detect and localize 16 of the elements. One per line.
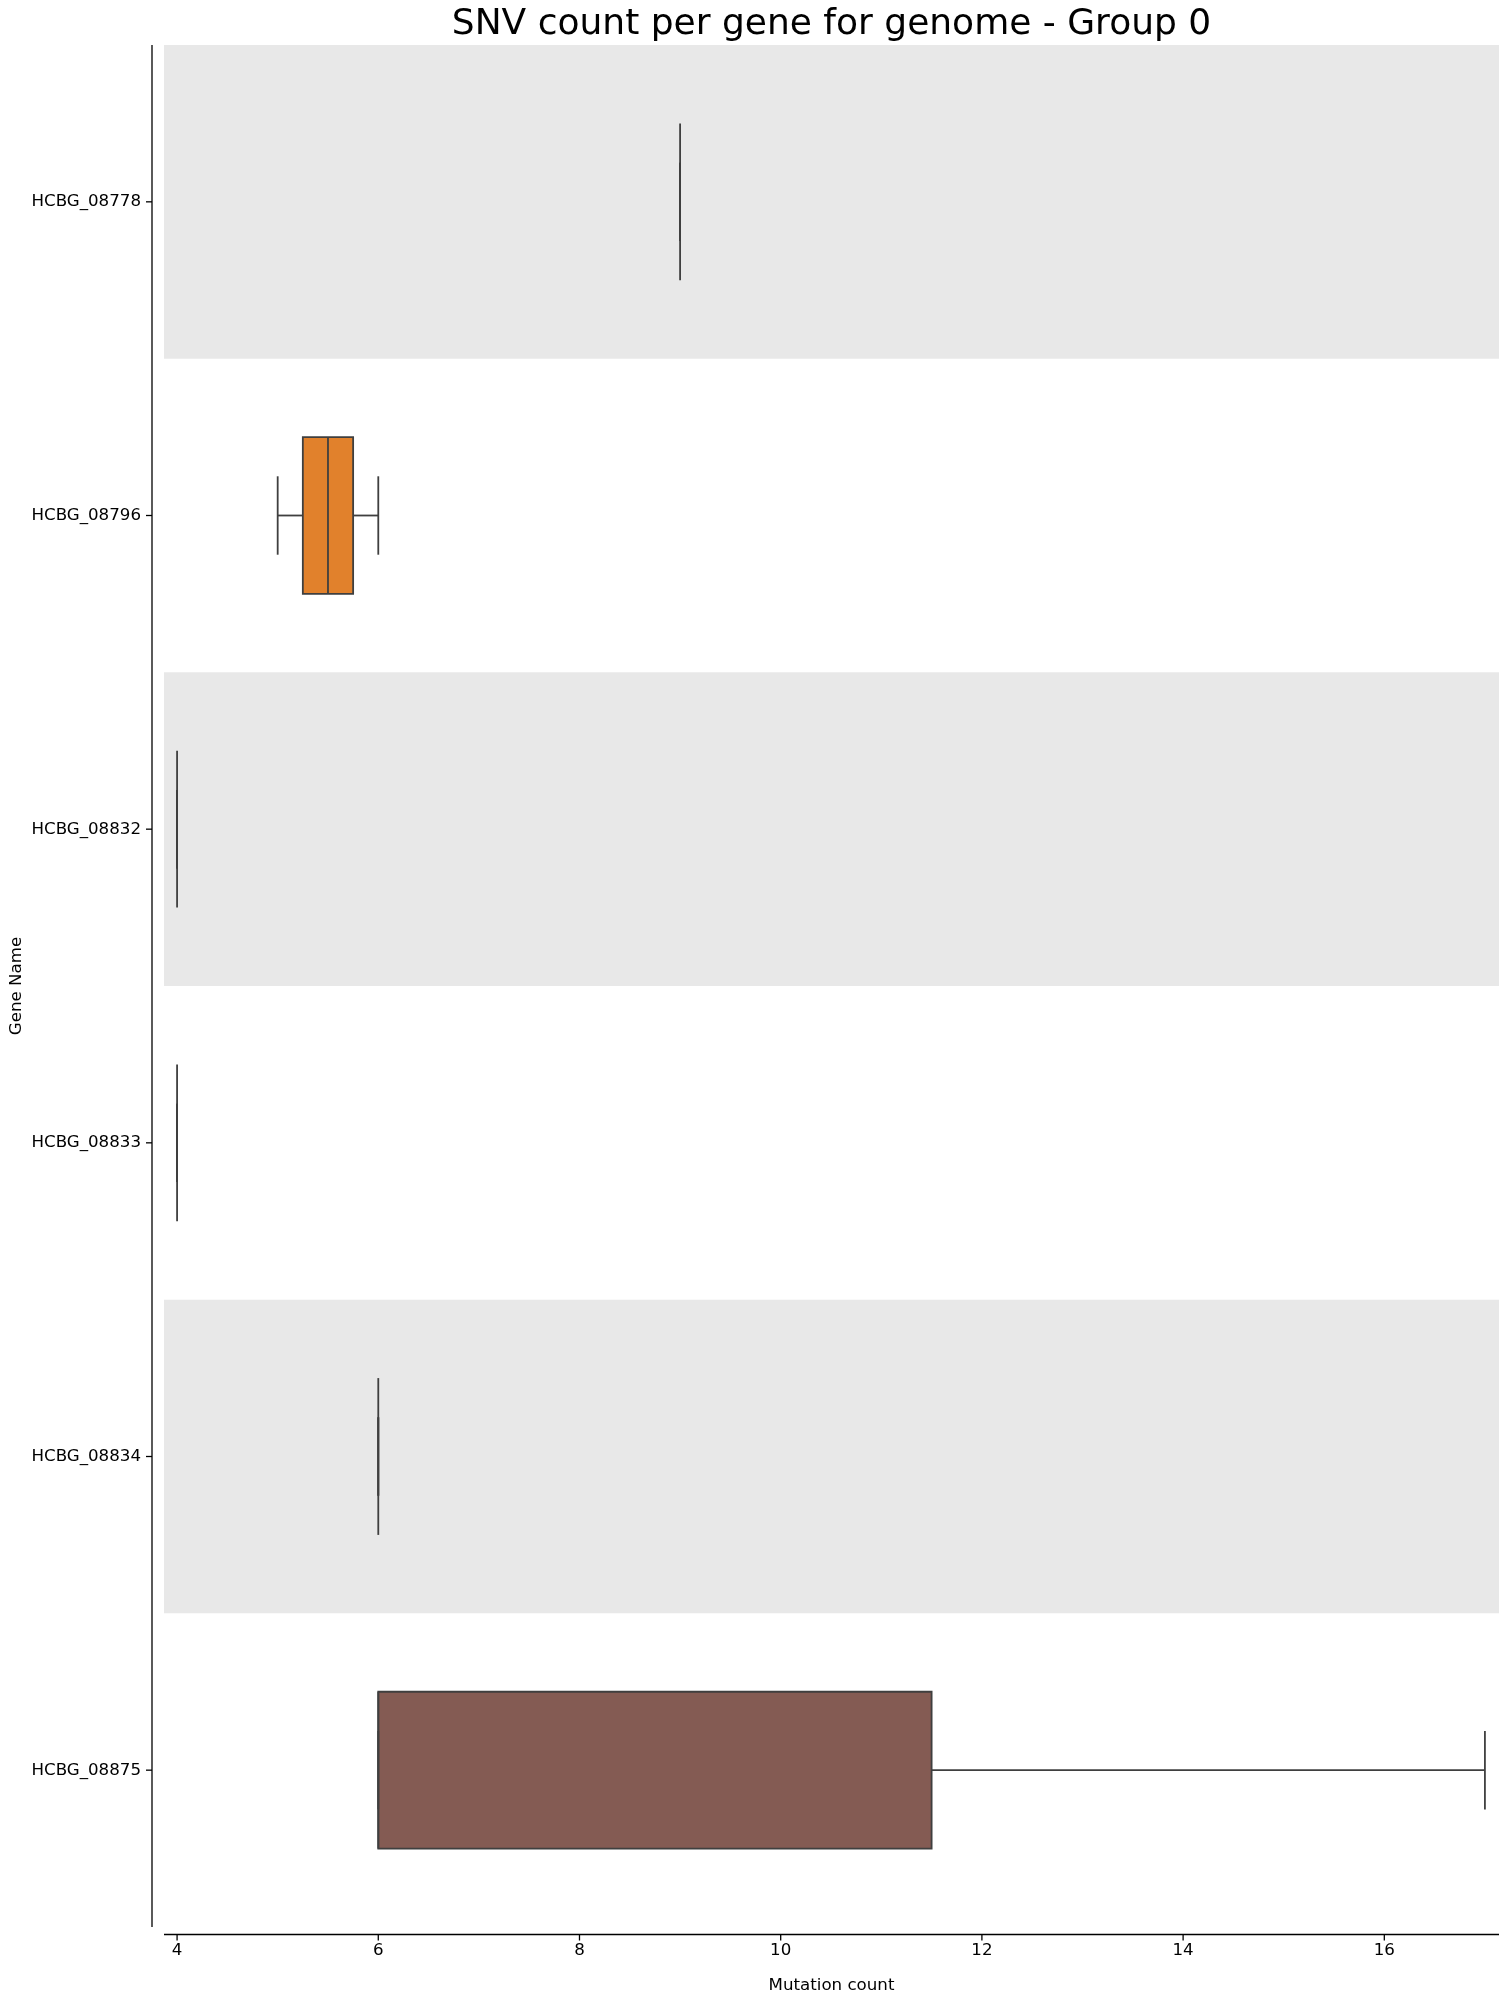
chart-title: SNV count per gene for genome - Group 0 <box>451 1 1212 43</box>
y-tick-label: HCBG_08778 <box>31 191 141 212</box>
y-tick-label: HCBG_08834 <box>31 1445 141 1466</box>
x-tick-label: 6 <box>372 1940 384 1960</box>
y-tick-label: HCBG_08832 <box>31 818 141 839</box>
y-tick-label: HCBG_08796 <box>31 504 141 525</box>
y-axis-title: Gene Name <box>6 936 26 1036</box>
x-tick-label: 8 <box>574 1940 585 1960</box>
x-tick-label: 14 <box>1172 1940 1194 1960</box>
x-tick-label: 4 <box>171 1940 183 1960</box>
y-tick-label: HCBG_08875 <box>31 1759 141 1780</box>
x-axis-title: Mutation count <box>768 1975 895 1995</box>
x-tick-label: 16 <box>1373 1940 1395 1960</box>
y-tick-label: HCBG_08833 <box>31 1132 141 1153</box>
x-tick-label: 12 <box>971 1940 993 1960</box>
x-tick-label: 10 <box>770 1940 792 1960</box>
